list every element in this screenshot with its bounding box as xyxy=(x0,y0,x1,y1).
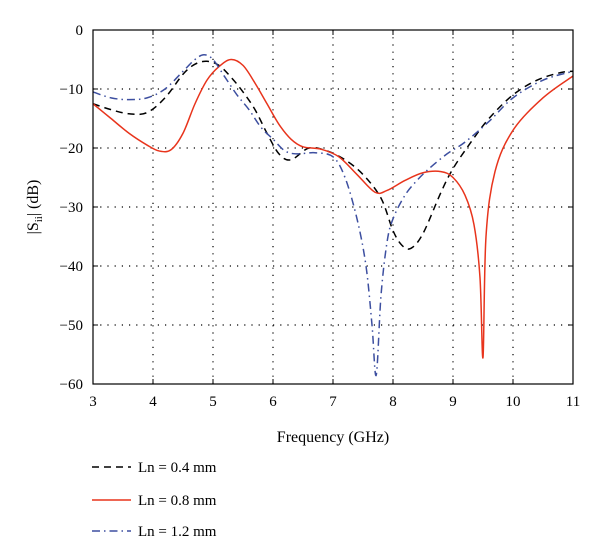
y-tick-labels: 0 −10 −20 −30 −40 −50 −60 xyxy=(60,23,83,393)
y-tick-label: −20 xyxy=(60,141,83,157)
x-tick-label: 10 xyxy=(506,394,521,410)
x-tick-label: 11 xyxy=(566,394,580,410)
x-tick-label: 4 xyxy=(149,394,157,410)
y-axis-title-subscript: ii xyxy=(33,216,45,222)
series-line-2 xyxy=(92,58,574,359)
axis-ticks xyxy=(92,29,574,385)
y-tick-label: 0 xyxy=(76,23,84,39)
legend: Ln = 0.4 mm Ln = 0.8 mm Ln = 1.2 mm xyxy=(92,460,217,540)
x-tick-label: 3 xyxy=(89,394,97,410)
series-group xyxy=(92,54,574,376)
legend-label-3: Ln = 1.2 mm xyxy=(138,524,217,540)
y-tick-label: −30 xyxy=(60,200,83,216)
x-tick-label: 6 xyxy=(269,394,277,410)
x-axis-title: Frequency (GHz) xyxy=(277,429,389,446)
x-tick-label: 5 xyxy=(209,394,217,410)
x-tick-label: 9 xyxy=(449,394,457,410)
x-tick-label: 7 xyxy=(329,394,337,410)
y-tick-label: −10 xyxy=(60,82,83,98)
grid xyxy=(93,30,573,384)
x-tick-label: 8 xyxy=(389,394,397,410)
y-tick-label: −40 xyxy=(60,259,83,275)
legend-label-2: Ln = 0.8 mm xyxy=(138,493,217,509)
y-tick-label: −60 xyxy=(60,377,83,393)
legend-label-1: Ln = 0.4 mm xyxy=(138,460,217,476)
series-line-3 xyxy=(92,54,574,376)
x-tick-labels: 3 4 5 6 7 8 9 10 11 xyxy=(89,394,580,410)
y-axis-title: |Sii| (dB) xyxy=(25,180,45,235)
y-tick-label: −50 xyxy=(60,318,83,334)
